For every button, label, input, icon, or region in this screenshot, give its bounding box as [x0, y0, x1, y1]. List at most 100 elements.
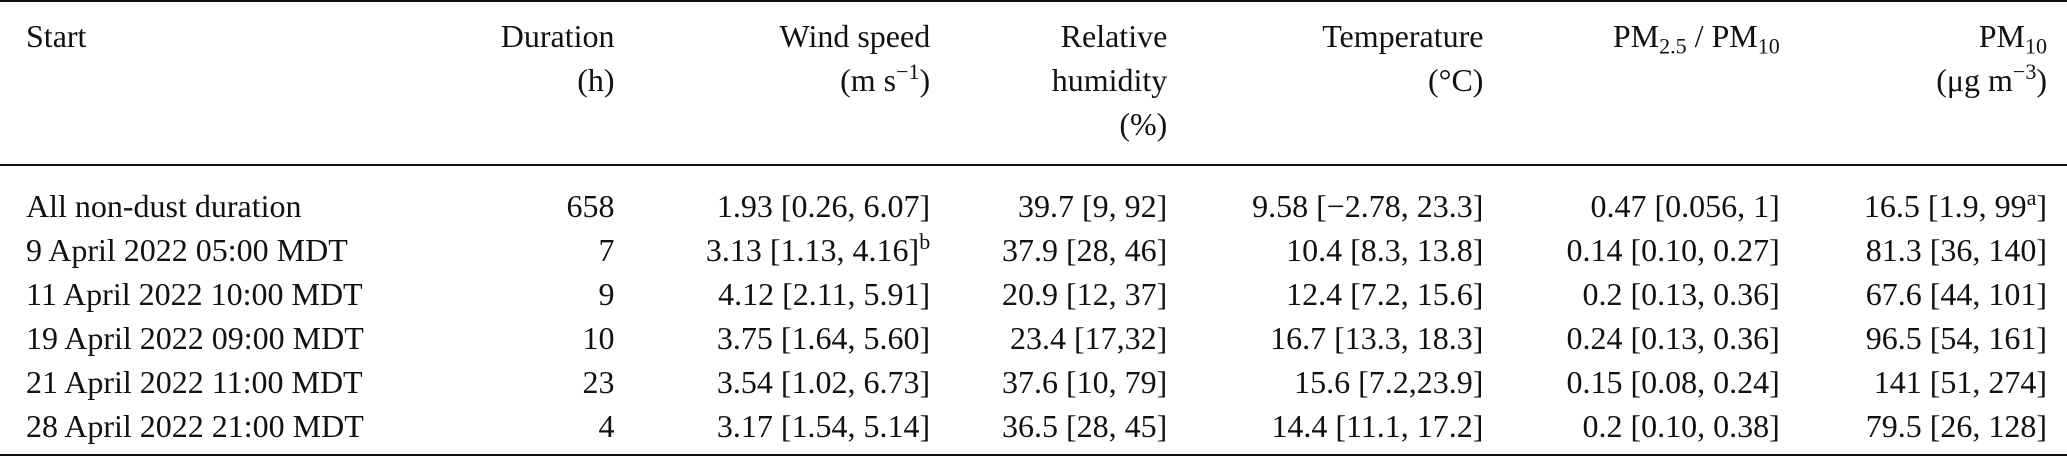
cell-start: 28 April 2022 21:00 MDT	[26, 408, 364, 444]
header-wind-unit-exp: −1	[896, 58, 920, 84]
header-pm10-label: PM10	[1782, 14, 2047, 58]
cell-wind-speed: 3.75 [1.64, 5.60]	[616, 316, 932, 360]
cell-pm-ratio: 0.47 [0.056, 1]	[1590, 188, 1780, 224]
header-duration: Duration (h)	[442, 1, 616, 165]
cell-temperature: 16.7 [13.3, 18.3]	[1270, 320, 1484, 356]
cell-relative-humidity: 36.5 [28, 45]	[1001, 408, 1168, 444]
cell-temperature: 12.4 [7.2, 15.6]	[1286, 276, 1484, 312]
wind-value: 4.12 [2.11, 5.91]	[718, 276, 931, 312]
cell-relative-humidity: 23.4 [17,32]	[1009, 320, 1168, 356]
cell-start: 11 April 2022 10:00 MDT	[26, 276, 363, 312]
cell-relative-humidity: 20.9 [12, 37]	[1001, 276, 1168, 312]
table-row: 9 April 2022 05:00 MDT 7 3.13 [1.13, 4.16]…	[0, 228, 2067, 272]
header-start: Start	[0, 1, 442, 165]
cell-temperature: 9.58 [−2.78, 23.3]	[1252, 188, 1484, 224]
header-pm10-unit-close: )	[2036, 62, 2047, 98]
cell-pm10: 96.5 [54, 161]	[1781, 316, 2067, 360]
table-row: 19 April 2022 09:00 MDT 10 3.75 [1.64, 5.6…	[0, 316, 2067, 360]
header-pm10-unit-exp: −3	[2012, 58, 2037, 84]
pm10-value: 96.5 [54, 161]	[1865, 320, 2047, 356]
cell-relative-humidity: 39.7 [9, 92]	[1017, 188, 1168, 224]
cell-pm10: 79.5 [26, 128]	[1781, 404, 2067, 455]
header-ratio-sub-b: 10	[1757, 33, 1780, 59]
table-row: 21 April 2022 11:00 MDT 23 3.54 [1.02, 6.7…	[0, 360, 2067, 404]
cell-temperature: 10.4 [8.3, 13.8]	[1286, 232, 1484, 268]
cell-wind-speed: 1.93 [0.26, 6.07]	[616, 165, 932, 228]
header-wind-speed: Wind speed (m s−1)	[616, 1, 932, 165]
header-ratio-sub-a: 2.5	[1659, 33, 1687, 59]
cell-pm10: 81.3 [36, 140]	[1781, 228, 2067, 272]
cell-pm-ratio: 0.2 [0.13, 0.36]	[1582, 276, 1780, 312]
header-wind-label: Wind speed	[779, 18, 931, 54]
cell-duration: 9	[598, 276, 615, 312]
cell-pm-ratio: 0.14 [0.10, 0.27]	[1566, 232, 1780, 268]
header-temp-unit: (°C)	[1428, 62, 1484, 98]
cell-wind-speed: 3.54 [1.02, 6.73]	[616, 360, 932, 404]
dust-event-table: Start Duration (h) Wind speed (m s−1) Re…	[0, 1, 2067, 455]
cell-pm10: 16.5 [1.9, 99a]	[1781, 165, 2067, 228]
cell-pm-ratio: 0.24 [0.13, 0.36]	[1566, 320, 1780, 356]
header-ratio-pm-a: PM	[1612, 18, 1660, 54]
cell-duration: 658	[566, 188, 615, 224]
pm10-value: 81.3 [36, 140]	[1865, 232, 2047, 268]
footnote-marker: b	[919, 228, 931, 254]
header-ratio-pm-b: / PM	[1686, 18, 1758, 54]
cell-temperature: 14.4 [11.1, 17.2]	[1271, 408, 1484, 444]
footnote-marker: a	[2026, 184, 2037, 210]
header-pm-ratio: PM2.5 / PM10	[1484, 1, 1780, 165]
pm10-value: 141 [51, 274]	[1873, 364, 2047, 400]
cell-wind-speed: 3.17 [1.54, 5.14]	[616, 404, 932, 455]
cell-start: 21 April 2022 11:00 MDT	[26, 364, 363, 400]
table-body: All non-dust duration 658 1.93 [0.26, 6.07…	[0, 165, 2067, 455]
cell-relative-humidity: 37.6 [10, 79]	[1001, 364, 1168, 400]
header-pm10-unit: (μg m−3)	[1782, 58, 2047, 102]
header-ratio-label: PM2.5 / PM10	[1485, 14, 1780, 59]
wind-value: 1.93 [0.26, 6.07]	[716, 188, 931, 224]
header-duration-unit: (h)	[577, 62, 615, 98]
header-temp-label: Temperature	[1322, 18, 1484, 54]
cell-temperature: 15.6 [7.2,23.9]	[1294, 364, 1484, 400]
cell-wind-speed: 3.13 [1.13, 4.16]b	[616, 228, 932, 272]
header-start-label: Start	[26, 18, 87, 54]
cell-pm10: 141 [51, 274]	[1781, 360, 2067, 404]
header-wind-unit: (m s−1)	[617, 58, 931, 102]
header-relative-humidity: Relative humidity (%)	[931, 1, 1168, 165]
wind-value: 3.17 [1.54, 5.14]	[716, 408, 931, 444]
header-duration-label: Duration	[500, 18, 615, 54]
wind-value: 3.75 [1.64, 5.60]	[716, 320, 931, 356]
table-row: All non-dust duration 658 1.93 [0.26, 6.07…	[0, 165, 2067, 228]
header-pm10: PM10 (μg m−3)	[1781, 1, 2067, 165]
header-row: Start Duration (h) Wind speed (m s−1) Re…	[0, 1, 2067, 165]
header-temperature: Temperature (°C)	[1168, 1, 1484, 165]
cell-pm-ratio: 0.2 [0.10, 0.38]	[1582, 408, 1780, 444]
table-row: 28 April 2022 21:00 MDT 4 3.17 [1.54, 5.14…	[0, 404, 2067, 455]
header-pm10-sub: 10	[2025, 33, 2047, 59]
header-rh-unit: (%)	[1119, 106, 1168, 142]
wind-value: 3.13 [1.13, 4.16]	[705, 232, 920, 268]
cell-relative-humidity: 37.9 [28, 46]	[1001, 232, 1168, 268]
cell-start: 9 April 2022 05:00 MDT	[26, 232, 348, 268]
pm10-value-close: ]	[2036, 188, 2047, 224]
table-row: 11 April 2022 10:00 MDT 9 4.12 [2.11, 5.91…	[0, 272, 2067, 316]
header-rh-line1: Relative	[1060, 18, 1168, 54]
cell-duration: 7	[598, 232, 615, 268]
wind-value: 3.54 [1.02, 6.73]	[716, 364, 931, 400]
header-wind-unit-base: (m s	[840, 62, 897, 98]
cell-pm10: 67.6 [44, 101]	[1781, 272, 2067, 316]
cell-duration: 23	[582, 364, 615, 400]
header-pm10-unit-base: (μg m	[1936, 62, 2013, 98]
cell-pm-ratio: 0.15 [0.08, 0.24]	[1566, 364, 1780, 400]
header-rh-line2: humidity	[1051, 62, 1168, 98]
cell-wind-speed: 4.12 [2.11, 5.91]	[616, 272, 932, 316]
pm10-value: 79.5 [26, 128]	[1865, 408, 2047, 444]
pm10-value: 16.5 [1.9, 99	[1863, 188, 2027, 224]
cell-duration: 4	[598, 408, 615, 444]
table-header: Start Duration (h) Wind speed (m s−1) Re…	[0, 1, 2067, 165]
header-wind-unit-close: )	[919, 62, 931, 98]
header-pm10-pm: PM	[1978, 18, 2025, 54]
cell-duration: 10	[582, 320, 615, 356]
pm10-value: 67.6 [44, 101]	[1865, 276, 2047, 312]
cell-start: 19 April 2022 09:00 MDT	[26, 320, 364, 356]
cell-start: All non-dust duration	[26, 188, 302, 224]
